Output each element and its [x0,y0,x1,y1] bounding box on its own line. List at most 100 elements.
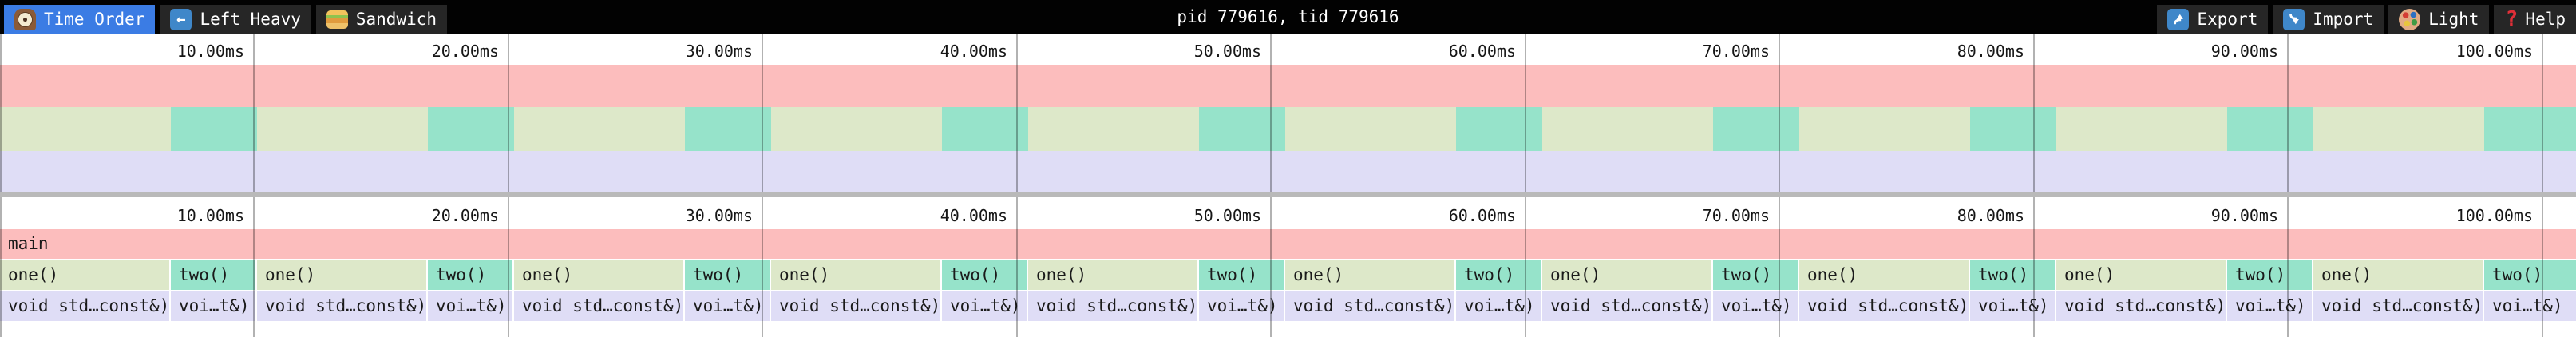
tick-label: 40.00ms [940,206,1007,225]
frame-one-child[interactable]: void std…const&) [257,291,426,321]
minimap-one[interactable] [1028,107,1199,151]
frame-one-child[interactable]: void std…const&) [771,291,940,321]
minimap-children[interactable] [0,151,2576,192]
help-button[interactable]: Help [2494,5,2576,34]
flame-row-depth0: main [0,229,2576,259]
frame-one-child[interactable]: void std…const&) [0,291,169,321]
minimap-two[interactable] [1713,107,1799,151]
minimap-two[interactable] [2484,107,2576,151]
frame-two[interactable]: two() [1713,260,1798,290]
minimap-one[interactable] [257,107,428,151]
minimap-two[interactable] [942,107,1028,151]
minimap-two[interactable] [685,107,771,151]
frame-two-child[interactable]: voi…t&) [685,291,770,321]
frame-two-child[interactable]: voi…t&) [171,291,255,321]
frame-one-child[interactable]: void std…const&) [2056,291,2226,321]
tick-label: 100.00ms [2455,42,2533,61]
flame-row-depth2: void std…const&) voi…t&) void std…const&) v… [0,291,2576,321]
tab-sandwich[interactable]: Sandwich [315,5,448,34]
tick-label: 20.00ms [431,206,499,225]
frame-two[interactable]: two() [942,260,1027,290]
frame-two[interactable]: two() [2227,260,2312,290]
frame-one[interactable]: one() [2313,260,2483,290]
tab-time-order[interactable]: Time Order [4,5,156,34]
frame-one[interactable]: one() [514,260,683,290]
frame-two[interactable]: two() [428,260,512,290]
tab-left-heavy[interactable]: Left Heavy [160,5,311,34]
tick-label: 30.00ms [685,206,753,225]
minimap-one[interactable] [1285,107,1456,151]
frame-one-child[interactable]: void std…const&) [1542,291,1711,321]
export-button[interactable]: Export [2157,5,2269,34]
flame-row-depth1: one() two() one() two() one() two() one() two()… [0,260,2576,290]
minimap-one[interactable] [1799,107,1970,151]
frame-two[interactable]: two() [1199,260,1284,290]
frame-one[interactable]: one() [257,260,426,290]
frame-one[interactable]: one() [1028,260,1197,290]
minimap-two[interactable] [1199,107,1285,151]
tick-label: 70.00ms [1702,42,1770,61]
frame-two-child[interactable]: voi…t&) [428,291,512,321]
frame-one-child[interactable]: void std…const&) [1799,291,1969,321]
theme-toggle-button[interactable]: Light [2388,5,2490,34]
minimap-two[interactable] [1970,107,2056,151]
toolbar: Time Order Left Heavy Sandwich pid 77961… [0,0,2576,34]
frame-one[interactable]: one() [2056,260,2226,290]
minimap-one[interactable] [0,107,171,151]
minimap-one[interactable] [771,107,942,151]
minimap[interactable]: 10.00ms 20.00ms 30.00ms 40.00ms 50.00ms 60.00… [0,34,2576,192]
frame-two-child[interactable]: voi…t&) [2484,291,2576,321]
frame-two[interactable]: two() [171,260,255,290]
frame-two-child[interactable]: voi…t&) [2227,291,2312,321]
frame-two[interactable]: two() [1970,260,2055,290]
minimap-one-two-band[interactable] [0,107,2576,151]
minimap-one[interactable] [514,107,685,151]
frame-one[interactable]: one() [771,260,940,290]
frame-one-child[interactable]: void std…const&) [1285,291,1454,321]
frame-one-child[interactable]: void std…const&) [1028,291,1197,321]
minimap-main-band[interactable] [0,65,2576,107]
minimap-one[interactable] [1542,107,1713,151]
minimap-two[interactable] [428,107,514,151]
frame-two-child[interactable]: voi…t&) [1456,291,1541,321]
frame-one[interactable]: one() [1285,260,1454,290]
tick-label: 90.00ms [2210,42,2278,61]
tick-label: 50.00ms [1193,42,1261,61]
flamegraph-view[interactable]: 10.00ms 20.00ms 30.00ms 40.00ms 50.00ms 60.00… [0,197,2576,337]
tick-label: 10.00ms [176,206,244,225]
frame-two-child[interactable]: voi…t&) [942,291,1027,321]
minimap-two[interactable] [1456,107,1542,151]
tick-label: 60.00ms [1448,206,1516,225]
minimap-one[interactable] [2056,107,2227,151]
import-button-label: Import [2313,10,2374,29]
frame-one[interactable]: one() [1799,260,1969,290]
frame-two-child[interactable]: voi…t&) [1199,291,1284,321]
tick-label: 100.00ms [2455,206,2533,225]
profile-title: pid 779616, tid 779616 [1177,7,1399,26]
frame-two-child[interactable]: voi…t&) [1970,291,2055,321]
resize-divider[interactable] [0,192,2576,197]
frame-two-child[interactable]: voi…t&) [1713,291,1798,321]
left-arrow-icon [170,8,192,30]
minimap-children-band[interactable] [0,151,2576,192]
minimap-time-ruler: 10.00ms 20.00ms 30.00ms 40.00ms 50.00ms 60.00… [0,34,2576,65]
import-button[interactable]: Import [2273,5,2384,34]
minimap-main[interactable] [0,65,2576,107]
export-button-label: Export [2197,10,2258,29]
minimap-two[interactable] [2227,107,2313,151]
frame-two[interactable]: two() [685,260,770,290]
frame-main[interactable]: main [0,229,2576,259]
tick-label: 80.00ms [1957,206,2024,225]
minimap-one[interactable] [2313,107,2484,151]
palette-icon [2399,8,2421,30]
frame-one-child[interactable]: void std…const&) [514,291,683,321]
export-icon [2167,8,2190,30]
view-tabs: Time Order Left Heavy Sandwich [4,5,448,34]
frame-one[interactable]: one() [0,260,169,290]
frame-one-child[interactable]: void std…const&) [2313,291,2483,321]
minimap-two[interactable] [171,107,257,151]
tick-label: 50.00ms [1193,206,1261,225]
frame-one[interactable]: one() [1542,260,1711,290]
frame-two[interactable]: two() [1456,260,1541,290]
frame-two[interactable]: two() [2484,260,2576,290]
